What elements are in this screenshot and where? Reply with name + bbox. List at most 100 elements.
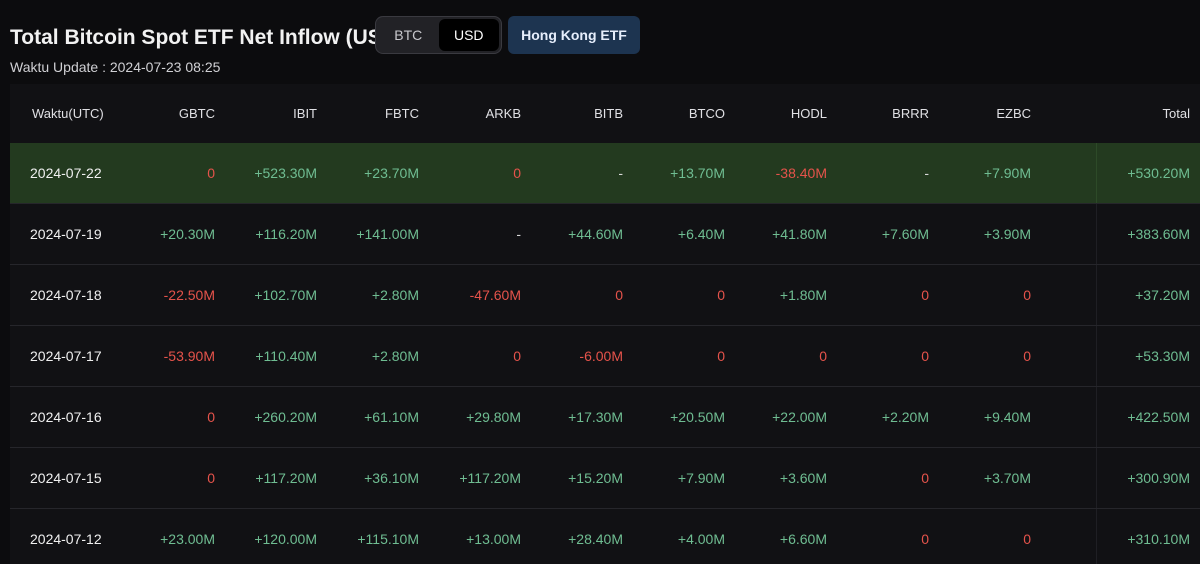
cell-gbtc: +20.30M [160,226,215,242]
cell-brrr: 0 [921,348,929,364]
total-column-divider [1096,204,1097,264]
cell-ezbc: 0 [1023,531,1031,547]
cell-ibit: +116.20M [255,226,317,242]
total-column-divider [1096,265,1097,325]
cell-ibit: +110.40M [255,348,317,364]
column-header-btco[interactable]: BTCO [688,106,725,121]
cell-fbtc: +61.10M [364,409,419,425]
cell-arkb: -47.60M [469,287,521,303]
cell-btco: +13.70M [670,165,725,181]
row-date: 2024-07-22 [30,165,102,181]
cell-btco: +6.40M [677,226,725,242]
cell-btco: +20.50M [670,409,725,425]
cell-ezbc: +3.70M [983,470,1031,486]
cell-gbtc: -22.50M [163,287,215,303]
cell-bitb: +28.40M [568,531,623,547]
column-header-brrr[interactable]: BRRR [892,106,929,121]
cell-hodl: +6.60M [779,531,827,547]
table-row: 2024-07-18 -22.50M +102.70M +2.80M -47.60M 0 0… [10,265,1200,326]
row-date: 2024-07-12 [30,531,102,547]
cell-total: +53.30M [1135,348,1190,364]
cell-total: +37.20M [1135,287,1190,303]
cell-gbtc: 0 [207,409,215,425]
column-header-total[interactable]: Total [1162,106,1190,121]
column-header-fbtc[interactable]: FBTC [385,106,419,121]
cell-ibit: +120.00M [254,531,317,547]
cell-fbtc: +36.10M [364,470,419,486]
column-header-bitb[interactable]: BITB [594,106,623,121]
cell-ezbc: +7.90M [983,165,1031,181]
row-date: 2024-07-19 [30,226,102,242]
cell-brrr: - [924,165,929,181]
cell-arkb: 0 [513,165,521,181]
hong-kong-etf-button[interactable]: Hong Kong ETF [508,16,640,54]
cell-bitb: +44.60M [568,226,623,242]
table-row: 2024-07-16 0 +260.20M +61.10M +29.80M +17.30M… [10,387,1200,448]
cell-btco: 0 [717,287,725,303]
column-header-arkb[interactable]: ARKB [485,106,521,121]
cell-brrr: 0 [921,287,929,303]
cell-ezbc: 0 [1023,348,1031,364]
cell-arkb: - [516,226,521,242]
cell-fbtc: +2.80M [371,348,419,364]
cell-arkb: +29.80M [466,409,521,425]
cell-hodl: +3.60M [779,470,827,486]
column-header-gbtc[interactable]: GBTC [178,106,215,121]
etf-inflow-table: Waktu(UTC) GBTC IBIT FBTC ARKB BITB BTCO HODL BR… [10,84,1200,564]
cell-bitb: - [618,165,623,181]
table-row: 2024-07-15 0 +117.20M +36.10M +117.20M +15.20… [10,448,1200,509]
update-time: Waktu Update : 2024-07-23 08:25 [10,59,221,75]
table-row: 2024-07-17 -53.90M +110.40M +2.80M 0 -6.00M 0 0… [10,326,1200,387]
page-title: Total Bitcoin Spot ETF Net Inflow (USD) [10,26,404,49]
cell-gbtc: +23.00M [160,531,215,547]
column-header-ibit[interactable]: IBIT [293,106,317,121]
page-header: Total Bitcoin Spot ETF Net Inflow (USD) … [10,14,1190,80]
total-column-divider [1096,509,1097,564]
column-header-hodl[interactable]: HODL [790,106,827,121]
total-column-divider [1096,448,1097,508]
row-date: 2024-07-16 [30,409,102,425]
cell-total: +383.60M [1127,226,1190,242]
cell-ezbc: +3.90M [983,226,1031,242]
table-body: 2024-07-22 0 +523.30M +23.70M 0 - +13.70M -38.4… [10,143,1200,564]
cell-fbtc: +141.00M [356,226,419,242]
cell-ibit: +102.70M [254,287,317,303]
table-row: 2024-07-22 0 +523.30M +23.70M 0 - +13.70M -38.4… [10,143,1200,204]
cell-ezbc: +9.40M [983,409,1031,425]
table-row: 2024-07-12 +23.00M +120.00M +115.10M +13.00M… [10,509,1200,564]
cell-bitb: -6.00M [579,348,623,364]
column-header-ezbc[interactable]: EZBC [996,106,1031,121]
cell-total: +300.90M [1127,470,1190,486]
total-column-divider [1096,143,1097,203]
cell-brrr: +2.20M [881,409,929,425]
row-date: 2024-07-18 [30,287,102,303]
cell-bitb: +15.20M [568,470,623,486]
cell-arkb: +13.00M [466,531,521,547]
cell-fbtc: +2.80M [371,287,419,303]
row-date: 2024-07-17 [30,348,102,364]
cell-gbtc: 0 [207,470,215,486]
cell-ibit: +117.20M [255,470,317,486]
cell-total: +310.10M [1127,531,1190,547]
table-header: Waktu(UTC) GBTC IBIT FBTC ARKB BITB BTCO HODL BR… [10,84,1200,143]
cell-hodl: +41.80M [772,226,827,242]
cell-hodl: -38.40M [775,165,827,181]
cell-brrr: +7.60M [881,226,929,242]
cell-hodl: 0 [819,348,827,364]
total-column-divider [1096,387,1097,447]
unit-usd-button[interactable]: USD [438,19,499,51]
cell-hodl: +22.00M [772,409,827,425]
cell-ezbc: 0 [1023,287,1031,303]
column-header-waktu-utc[interactable]: Waktu(UTC) [32,106,104,121]
total-column-divider [1096,326,1097,386]
cell-ibit: +260.20M [254,409,317,425]
cell-hodl: +1.80M [779,287,827,303]
unit-toggle[interactable]: BTC USD [375,16,502,54]
cell-total: +530.20M [1127,165,1190,181]
cell-btco: +4.00M [677,531,725,547]
cell-bitb: 0 [615,287,623,303]
cell-total: +422.50M [1127,409,1190,425]
cell-ibit: +523.30M [254,165,317,181]
cell-fbtc: +115.10M [357,531,419,547]
unit-btc-button[interactable]: BTC [394,27,423,43]
